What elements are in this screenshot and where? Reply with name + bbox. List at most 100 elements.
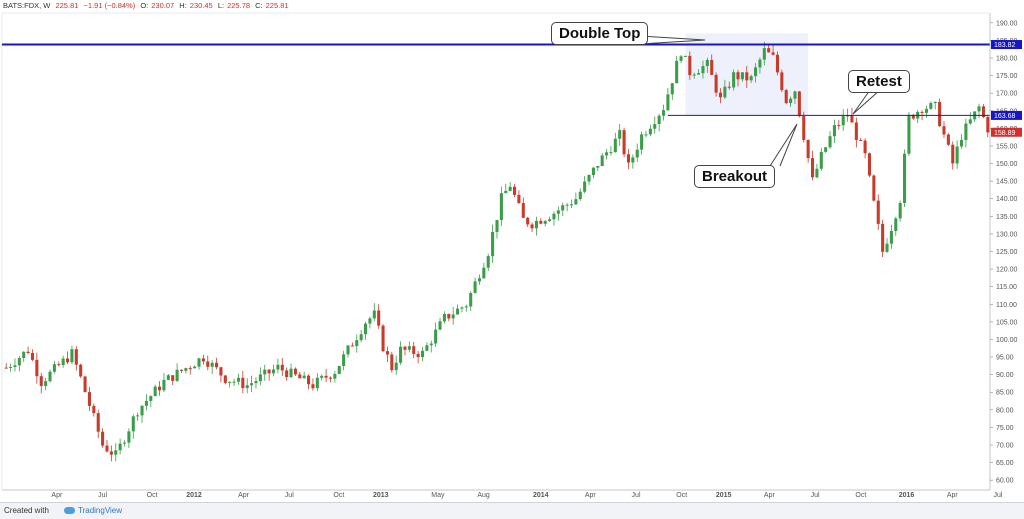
candle bbox=[863, 138, 867, 159]
candle-body bbox=[35, 359, 39, 377]
symbol-name[interactable]: BATS:FDX, W bbox=[3, 1, 51, 10]
candle bbox=[587, 174, 591, 186]
candle bbox=[74, 346, 78, 371]
candle-body bbox=[977, 106, 981, 112]
candle-body bbox=[569, 204, 574, 206]
candle-body bbox=[657, 115, 661, 125]
candle-body bbox=[609, 152, 613, 154]
candle-body bbox=[162, 379, 166, 391]
candle bbox=[158, 381, 162, 396]
candle-body bbox=[556, 210, 560, 214]
candle-body bbox=[276, 364, 280, 370]
candle bbox=[30, 349, 35, 362]
candle-body bbox=[232, 381, 236, 383]
candle bbox=[131, 414, 135, 439]
candle bbox=[697, 69, 701, 75]
candle-body bbox=[920, 111, 924, 113]
y-tick-label: 70.00 bbox=[996, 443, 1014, 450]
y-tick-label: 140.00 bbox=[996, 196, 1018, 203]
price-label-tag bbox=[991, 127, 1022, 137]
candle-body bbox=[70, 349, 74, 363]
candle-body bbox=[118, 443, 122, 451]
candle bbox=[210, 360, 214, 375]
candle-body bbox=[758, 59, 762, 68]
candle-body bbox=[250, 383, 254, 386]
x-tick-label: Apr bbox=[947, 492, 959, 499]
candle bbox=[815, 163, 819, 179]
candle bbox=[263, 364, 267, 381]
candle bbox=[153, 384, 157, 397]
candle bbox=[469, 291, 473, 311]
candle bbox=[618, 123, 622, 146]
candle-body bbox=[889, 230, 893, 244]
candle bbox=[714, 72, 718, 97]
candlestick-chart[interactable]: 60.00 65.00 70.00 75.00 80.00 85.00 90.00 95.00… bbox=[0, 0, 1024, 502]
candle-body bbox=[784, 90, 788, 104]
candle bbox=[872, 174, 876, 202]
candle-body bbox=[420, 350, 425, 358]
candle bbox=[179, 369, 184, 373]
candle-body bbox=[705, 59, 709, 67]
candle-body bbox=[263, 369, 267, 375]
candle bbox=[162, 373, 166, 393]
candle bbox=[372, 303, 376, 322]
candle-body bbox=[219, 367, 223, 376]
candle-body bbox=[789, 98, 793, 104]
tradingview-logo-icon bbox=[64, 507, 75, 515]
candle-body bbox=[350, 345, 354, 347]
candle-body bbox=[828, 136, 832, 148]
y-tick-label: 175.00 bbox=[996, 73, 1018, 80]
candle bbox=[416, 350, 420, 364]
candle bbox=[530, 222, 534, 233]
candle-body bbox=[692, 74, 696, 76]
candle-body bbox=[57, 364, 61, 366]
candle-body bbox=[727, 86, 731, 88]
y-tick-label: 100.00 bbox=[996, 337, 1018, 344]
candle-body bbox=[819, 151, 823, 169]
candle-body bbox=[806, 139, 810, 159]
candle bbox=[267, 369, 271, 381]
candle bbox=[254, 377, 258, 389]
candle-body bbox=[377, 310, 381, 326]
candle bbox=[429, 340, 433, 353]
candle bbox=[87, 386, 91, 411]
candle bbox=[79, 363, 83, 379]
candle bbox=[609, 146, 613, 156]
candle bbox=[534, 216, 538, 236]
candle-body bbox=[530, 224, 534, 229]
candle-body bbox=[355, 340, 359, 347]
candle-body bbox=[683, 55, 687, 57]
candle-body bbox=[346, 345, 350, 355]
candle bbox=[661, 104, 666, 121]
candle-body bbox=[96, 413, 100, 432]
breakout-pointer bbox=[769, 123, 798, 167]
candle-body bbox=[539, 220, 543, 224]
double-top-label: Double Top bbox=[559, 25, 641, 42]
candle bbox=[754, 63, 758, 83]
candle bbox=[635, 143, 639, 162]
candle bbox=[828, 131, 832, 149]
tradingview-link[interactable]: TradingView bbox=[64, 503, 122, 518]
candle bbox=[289, 363, 293, 379]
candle-body bbox=[311, 384, 315, 389]
candle bbox=[688, 51, 692, 80]
x-tick-label: Oct bbox=[676, 492, 687, 499]
close-value: 225.81 bbox=[265, 1, 289, 10]
candle bbox=[307, 374, 311, 390]
candle-body bbox=[981, 106, 985, 118]
candle-body bbox=[241, 377, 245, 389]
candle bbox=[276, 358, 280, 374]
candle-body bbox=[473, 281, 477, 293]
candle bbox=[412, 341, 416, 359]
y-tick-label: 125.00 bbox=[996, 249, 1018, 256]
candle-body bbox=[591, 167, 595, 176]
x-tick-label: Jul bbox=[994, 492, 1003, 499]
candle-body bbox=[710, 59, 714, 75]
candle bbox=[13, 358, 17, 372]
candle bbox=[109, 445, 113, 462]
candle-body bbox=[697, 73, 701, 75]
candle bbox=[495, 220, 499, 239]
candle bbox=[710, 54, 714, 75]
candle-body bbox=[745, 72, 749, 81]
candle bbox=[749, 74, 753, 83]
